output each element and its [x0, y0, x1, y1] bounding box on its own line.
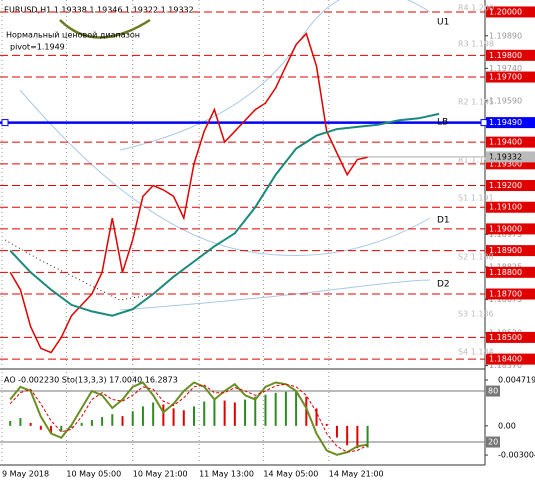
level-box: [486, 266, 535, 278]
level-box: [486, 201, 535, 213]
level-box: [486, 6, 535, 18]
level-name: D1: [437, 216, 450, 226]
y2-tick-label: -0.003004: [498, 451, 535, 460]
level-label: 1.18500: [489, 333, 522, 342]
level-box: [486, 288, 535, 300]
y-tick-label: 20: [488, 438, 498, 447]
level-box: [486, 353, 535, 365]
stochastic-line: [9, 383, 368, 453]
price-line: [9, 32, 368, 354]
tick-box: [486, 436, 500, 448]
x-tick-label: 9 May 2018: [2, 470, 49, 479]
pivot-name: R1 1.193: [458, 156, 494, 165]
annotation: pivot=1.1949: [10, 43, 65, 52]
y-tick-label: 1.19740: [489, 64, 522, 73]
level-name: U1: [437, 18, 449, 28]
x-tick-label: 11 May 13:00: [199, 470, 254, 479]
level-label: 1.19100: [489, 203, 522, 212]
sar-dots: [4, 239, 151, 301]
range-arc: [59, 18, 151, 39]
level-box: [486, 71, 535, 83]
level-name: LB: [437, 118, 448, 128]
x-tick-label: 14 May 05:00: [263, 470, 318, 479]
y-tick-label: 1.19590: [489, 96, 522, 105]
level-label: 1.18400: [489, 355, 522, 364]
channel-line: [119, 279, 431, 311]
pivot-name: S4 1.184: [458, 348, 494, 357]
chart-title: EURUSD,H1 1.19338 1.19346 1.19322 1.1933…: [4, 6, 194, 15]
level-label: 1.19700: [489, 73, 522, 82]
level-box: [486, 136, 535, 148]
price-line: [9, 112, 440, 317]
pivot-name: R2 1.195: [458, 98, 494, 107]
level-label: 1.19200: [489, 181, 522, 190]
pivot-end: [1, 119, 9, 127]
pivot-end: [480, 119, 488, 127]
tick-box: [486, 385, 500, 397]
level-label: 1.18700: [489, 290, 522, 299]
pivot-name: S2 1.188: [458, 253, 494, 262]
level-name: D2: [437, 280, 450, 290]
level-box: [486, 223, 535, 235]
level-label: 1.19000: [489, 224, 522, 233]
current-price-box: [486, 151, 535, 163]
level-label: 1.19800: [489, 51, 522, 60]
oscillator-title: AO -0.002230 Sto(13,3,3) 17.0040 16.2873: [4, 376, 178, 385]
level-label: 1.18900: [489, 246, 522, 255]
x-tick-label: 10 May 21:00: [133, 470, 188, 479]
y-tick-label: 80: [488, 387, 498, 396]
level-box: [486, 180, 535, 192]
pivot-box: [486, 117, 535, 129]
level-box: [486, 49, 535, 61]
level-label: 1.19300: [489, 159, 522, 168]
stochastic-line: [9, 381, 368, 456]
pivot-name: R4 1.200: [458, 4, 494, 13]
level-label: 1.19400: [489, 138, 522, 147]
pivot-name: R3 1.198: [458, 40, 494, 49]
y-tick-label: 1.19890: [489, 31, 522, 40]
level-box: [486, 331, 535, 343]
x-tick-label: 10 May 05:00: [66, 470, 121, 479]
pivot-label: 1.19490: [489, 118, 522, 127]
annotation: Нормальный ценовой диапазон: [6, 31, 140, 40]
x-tick-label: 14 May 21:00: [329, 470, 384, 479]
current-price-label: 1.19332: [489, 152, 522, 161]
y2-tick-label: 0.00: [498, 421, 516, 430]
level-box: [486, 158, 535, 170]
level-label: 1.20000: [489, 7, 522, 16]
level-box: [486, 245, 535, 257]
pivot-name: S1 1.191: [458, 194, 494, 203]
channel-line: [19, 89, 431, 257]
level-label: 1.18800: [489, 268, 522, 277]
pivot-name: S3 1.186: [458, 310, 494, 319]
y2-tick-label: 0.004719: [498, 375, 535, 384]
y-tick-label: 1.18370: [489, 361, 522, 370]
